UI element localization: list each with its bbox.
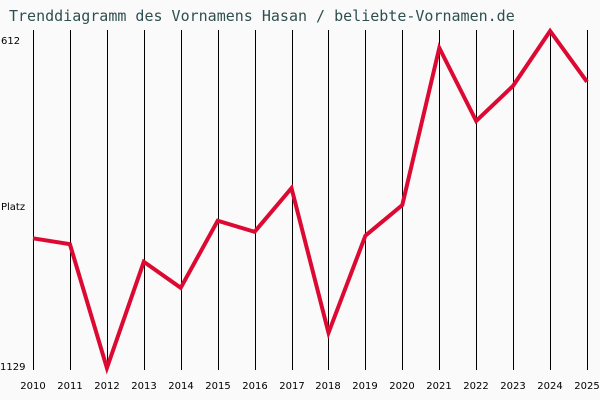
y-axis-bottom-label: 1129 [0,362,26,373]
x-label-2010: 2010 [20,381,46,392]
x-label-2014: 2014 [168,381,194,392]
x-label-2016: 2016 [242,381,268,392]
x-label-2025: 2025 [574,381,600,392]
x-label-2015: 2015 [205,381,231,392]
x-label-2022: 2022 [463,381,489,392]
x-label-2011: 2011 [57,381,83,392]
y-axis-top-label: 612 [1,36,21,47]
x-label-2023: 2023 [500,381,526,392]
x-label-2013: 2013 [131,381,157,392]
x-label-2021: 2021 [426,381,452,392]
x-label-2012: 2012 [94,381,120,392]
x-label-2018: 2018 [315,381,341,392]
x-label-2020: 2020 [389,381,415,392]
y-axis-title: Platz [1,202,26,213]
x-label-2017: 2017 [279,381,305,392]
x-label-2019: 2019 [352,381,378,392]
x-label-2024: 2024 [537,381,563,392]
series-line-hasan [32,27,589,375]
chart-title: Trenddiagramm des Vornamens Hasan / beli… [9,7,515,25]
